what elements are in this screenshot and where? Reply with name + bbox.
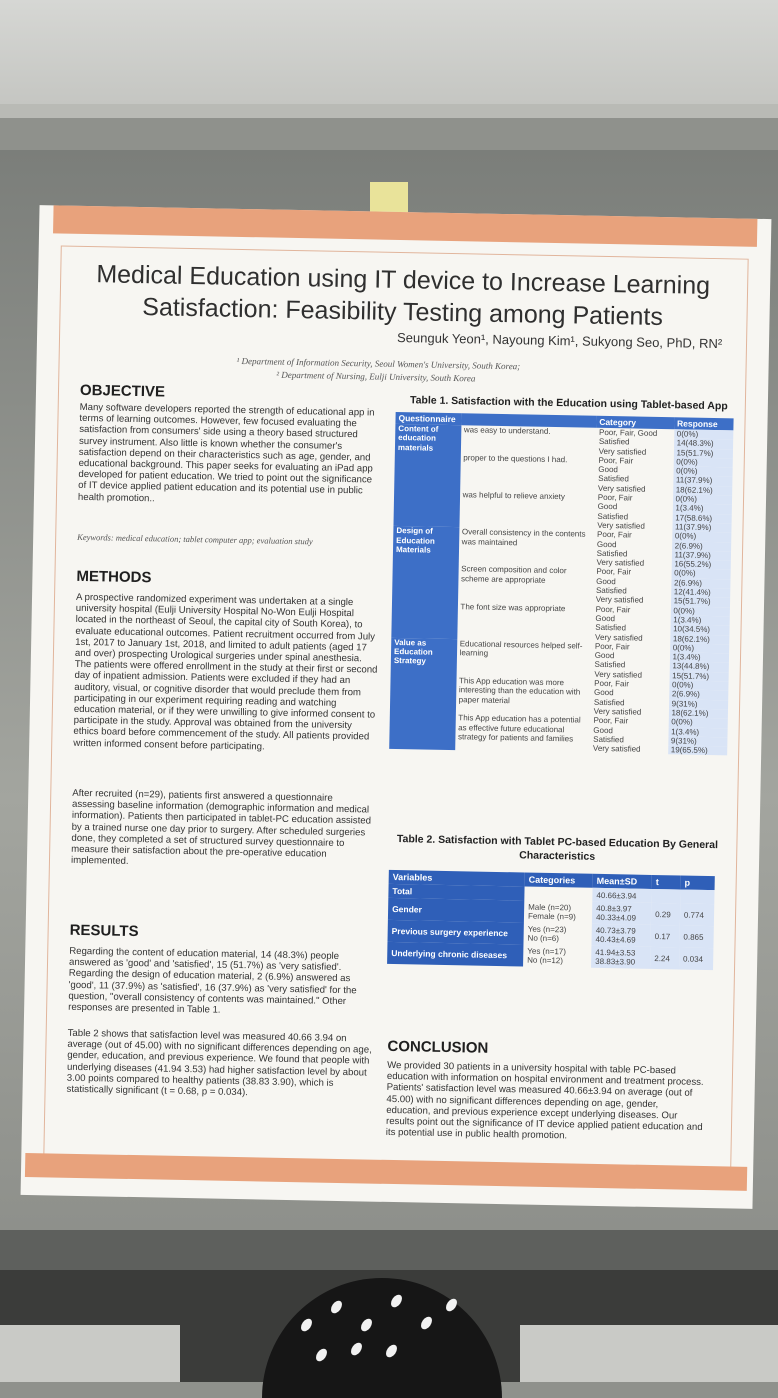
table1: Questionnaire Category Response Content … (389, 412, 733, 756)
table2-header-categories: Categories (525, 873, 593, 888)
table2-t: 0.17 (651, 925, 680, 948)
table2-header-p: p (680, 875, 714, 890)
table2-header-t: t (652, 875, 681, 890)
table2-p: 0.774 (680, 903, 715, 926)
table2-t (651, 889, 680, 904)
results-text-1: Regarding the content of education mater… (68, 946, 374, 1019)
methods-heading: METHODS (76, 568, 151, 586)
table2-means: 41.94±3.53 38.83±3.90 (591, 946, 650, 969)
table2-t: 0.29 (651, 903, 680, 926)
table1-question: This App education has a potential as ef… (455, 713, 591, 753)
table1-question: Screen composition and color scheme are … (458, 565, 594, 605)
table1-section-label: Design of Education Materials (391, 526, 459, 639)
table2-mean: 40.33±4.09 (596, 913, 647, 923)
table2: Variables Categories Mean±SD t p Total 40… (387, 870, 715, 970)
table1-question: Overall consistency in the contents was … (458, 527, 594, 567)
table2-category: Female (n=9) (528, 912, 588, 922)
table2-categories (524, 887, 592, 902)
table1-question: was easy to understand. (460, 425, 596, 455)
table2-variable: Underlying chronic diseases (387, 942, 523, 967)
table1-question: This App education was more interesting … (455, 676, 591, 716)
table2-means: 40.73±3.79 40.43±4.69 (591, 924, 650, 947)
board-rail (0, 1230, 778, 1270)
results-text-2: Table 2 shows that satisfaction level wa… (66, 1028, 372, 1101)
table2-p (680, 889, 714, 904)
conclusion-text: We provided 30 patients in a university … (386, 1060, 705, 1145)
table1-section-label: Content of education materials (393, 424, 460, 528)
table1-response: 0(0%) (672, 532, 732, 542)
table2-category: No (n=6) (528, 934, 588, 944)
seat-back (520, 1325, 778, 1382)
results-heading: RESULTS (69, 922, 138, 940)
table2-mean: 38.83±3.90 (595, 957, 646, 967)
table1-response: 19(65.5%) (668, 745, 728, 755)
table2-means: 40.66±3.94 (592, 888, 651, 903)
table2-p: 0.034 (679, 947, 714, 970)
table2-categories: Male (n=20) Female (n=9) (524, 900, 592, 923)
wall-molding (0, 104, 778, 118)
table1-question: The font size was appropriate (457, 602, 593, 642)
table1-category: Very satisfied (590, 744, 668, 755)
table2-categories: Yes (n=23) No (n=6) (523, 922, 591, 945)
table2-category: No (n=12) (527, 956, 587, 966)
methods-text-2: After recruited (n=29), patients first a… (71, 788, 377, 872)
objective-text: Many software developers reported the st… (78, 402, 380, 509)
table1-question: Educational resources helped self-learni… (456, 639, 592, 679)
conclusion-heading: CONCLUSION (387, 1038, 488, 1057)
table1-response: 10(34.5%) (670, 624, 730, 634)
table1-question: proper to the questions I had. (460, 453, 596, 493)
table2-variable: Previous surgery experience (387, 920, 523, 945)
table2-p: 0.865 (679, 925, 714, 948)
research-poster: Medical Education using IT device to Inc… (21, 205, 772, 1209)
table2-mean: 40.66±3.94 (596, 890, 647, 900)
table2-category (528, 894, 588, 895)
table2-t: 2.24 (650, 947, 679, 970)
seat-back (0, 1325, 180, 1382)
table1-response: 0(0%) (668, 717, 728, 727)
objective-heading: OBJECTIVE (80, 382, 165, 401)
table1-question: was helpful to relieve anxiety (459, 490, 595, 530)
table2-mean: 40.43±4.69 (596, 935, 647, 945)
wall (0, 0, 778, 110)
table1-section-label: Value as Education Strategy (389, 638, 457, 751)
table2-header-mean: Mean±SD (593, 874, 652, 889)
table2-categories: Yes (n=17) No (n=12) (523, 944, 591, 967)
methods-text-1: A prospective randomized experiment was … (73, 592, 381, 755)
poster-title: Medical Education using IT device to Inc… (77, 258, 728, 334)
table2-variable: Gender (388, 898, 524, 923)
table2-means: 40.8±3.97 40.33±4.09 (592, 902, 651, 925)
table1-header-response: Response (674, 417, 734, 430)
